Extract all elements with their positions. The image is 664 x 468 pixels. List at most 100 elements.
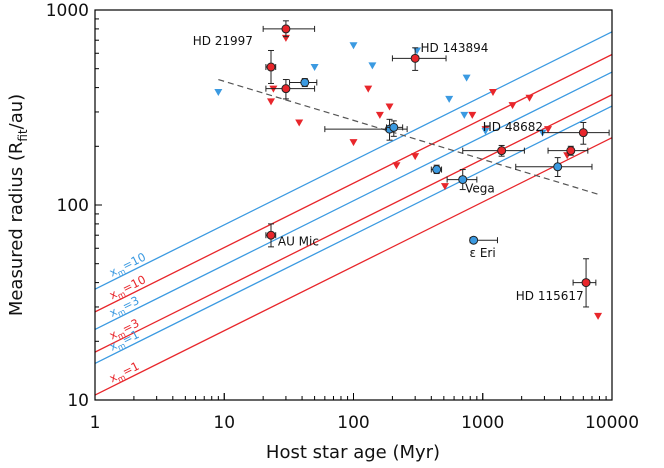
upper-limit-red xyxy=(525,94,534,102)
upper-limit-red xyxy=(295,119,304,127)
upper-limit-blue xyxy=(460,111,469,119)
detection xyxy=(515,157,593,178)
y-axis-title-end: /au) xyxy=(6,94,27,130)
detection xyxy=(469,235,498,245)
x-tick-label: 1 xyxy=(90,413,101,433)
detection-point xyxy=(281,84,291,94)
detection-point xyxy=(432,165,442,175)
detection-point xyxy=(410,53,420,63)
upper-limit-red xyxy=(349,139,358,147)
detection-point xyxy=(281,24,291,34)
detection xyxy=(265,79,316,100)
model-line-label: xm=1 xyxy=(107,359,142,387)
detection xyxy=(542,121,610,145)
upper-limit-blue xyxy=(310,64,319,72)
x-tick-label: 10 xyxy=(213,413,235,433)
model-line xyxy=(95,71,612,331)
detection xyxy=(572,258,597,308)
upper-limit-red xyxy=(488,88,497,96)
model-line-label-post: =1 xyxy=(120,327,141,347)
upper-limit-red xyxy=(375,111,384,119)
model-line xyxy=(95,94,612,353)
point-annotation: Vega xyxy=(465,181,495,195)
model-line xyxy=(95,105,612,365)
detection xyxy=(265,49,277,84)
point-annotation: HD 143894 xyxy=(421,41,489,55)
point-annotation: ε Eri xyxy=(470,246,496,260)
y-tick-label: 10 xyxy=(67,391,89,411)
detection xyxy=(430,164,443,175)
point-annotation: AU Mic xyxy=(278,234,319,248)
detection-point xyxy=(497,146,507,156)
x-tick-label: 100 xyxy=(337,413,369,433)
trend-line-layer xyxy=(218,78,600,196)
y-tick-label: 1000 xyxy=(46,1,89,21)
detection-point xyxy=(389,122,399,132)
detection xyxy=(391,47,447,71)
point-annotation: HD 48682 xyxy=(483,120,543,134)
upper-limit-red xyxy=(508,102,517,110)
model-line xyxy=(95,137,612,396)
detection xyxy=(262,20,316,38)
detection-point xyxy=(553,162,563,172)
plot-frame xyxy=(94,9,613,401)
upper-limit-blue xyxy=(445,95,454,103)
point-annotation: HD 21997 xyxy=(193,34,253,48)
upper-limit-blue xyxy=(214,88,223,96)
detection-point xyxy=(469,235,479,245)
model-line-label-sub: m xyxy=(116,267,127,279)
model-line-label-sub: m xyxy=(116,330,127,342)
trend-line xyxy=(218,78,600,196)
detection xyxy=(265,223,277,248)
detection-point xyxy=(458,175,468,185)
model-line-label-post: =1 xyxy=(120,359,141,379)
model-line-label-sub: m xyxy=(116,289,127,301)
upper-limit-blue xyxy=(462,74,471,82)
detection-point xyxy=(578,128,588,138)
detection-point xyxy=(300,77,310,87)
upper-limit-red xyxy=(364,85,373,93)
point-annotation: HD 115617 xyxy=(516,289,584,303)
model-line-label-post: =3 xyxy=(120,293,141,313)
model-line xyxy=(95,31,612,290)
upper-limit-red xyxy=(468,111,477,119)
model-line-label-post: =3 xyxy=(120,316,141,336)
upper-limit-red xyxy=(440,183,449,191)
model-line-label-sub: m xyxy=(116,307,127,319)
model-line-label-sub: m xyxy=(116,372,127,384)
detection xyxy=(446,169,478,191)
y-tick-label: 100 xyxy=(57,196,89,216)
detection-point xyxy=(266,62,276,72)
upper-limit-red xyxy=(267,98,276,106)
detection-point xyxy=(266,230,276,240)
x-axis-title: Host star age (Myr) xyxy=(266,442,440,463)
axes-layer xyxy=(94,9,613,401)
upper-limit-red xyxy=(594,312,603,320)
model-line xyxy=(95,53,612,313)
detection xyxy=(289,77,318,88)
y-axis-title-main: Measured radius (R xyxy=(6,142,27,317)
detections-layer xyxy=(262,20,610,308)
model-lines-layer xyxy=(95,31,612,396)
upper-limit-red xyxy=(392,162,401,170)
y-axis-title-sub: fit xyxy=(16,129,30,142)
upper-limit-blue xyxy=(481,127,490,135)
detection-point xyxy=(566,146,576,156)
y-axis-title: Measured radius (Rfit/au) xyxy=(6,94,30,316)
upper-limits-layer xyxy=(214,34,603,320)
x-tick-label: 10000 xyxy=(585,413,639,433)
detection-point xyxy=(581,278,591,288)
upper-limit-red xyxy=(411,153,420,161)
upper-limit-blue xyxy=(368,62,377,70)
upper-limit-blue xyxy=(349,42,358,50)
upper-limit-red xyxy=(385,103,394,111)
detection xyxy=(547,145,589,156)
detection xyxy=(462,144,525,157)
model-line-label-sub: m xyxy=(116,341,127,353)
x-tick-label: 1000 xyxy=(461,413,504,433)
detection xyxy=(385,120,404,137)
upper-limit-red xyxy=(544,126,553,134)
